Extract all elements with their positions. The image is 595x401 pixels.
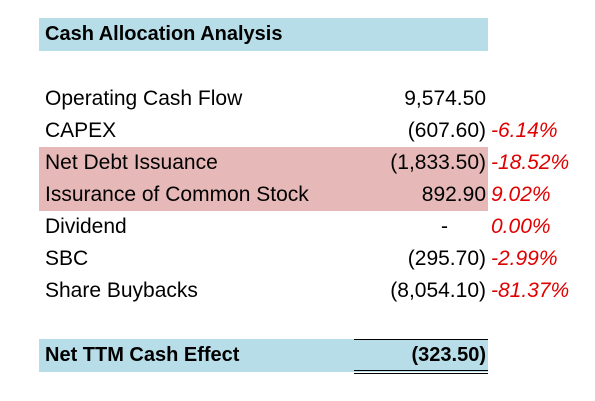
table-row-share-buybacks: Share Buybacks (8,054.10) -81.37% <box>39 275 569 307</box>
row-label: SBC <box>45 247 89 270</box>
row-value: 892.90 <box>421 183 486 206</box>
row-percent: -81.37% <box>491 279 570 302</box>
table-title: Cash Allocation Analysis <box>45 23 283 45</box>
table-row-net-debt-issuance: Net Debt Issuance (1,833.50) -18.52% <box>39 147 569 179</box>
row-label: Net Debt Issuance <box>45 151 218 174</box>
row-value: (8,054.10) <box>390 279 486 302</box>
row-percent: -2.99% <box>491 247 558 270</box>
row-percent: -18.52% <box>491 151 570 174</box>
table-row-operating-cash-flow: Operating Cash Flow 9,574.50 <box>39 83 488 115</box>
row-label: Dividend <box>45 215 127 238</box>
table-row-sbc: SBC (295.70) -2.99% <box>39 243 558 275</box>
row-value: - <box>441 215 448 238</box>
row-label: Operating Cash Flow <box>45 87 243 110</box>
row-label: CAPEX <box>45 119 117 142</box>
total-label: Net TTM Cash Effect <box>45 344 240 366</box>
table-row-dividend: Dividend - 0.00% <box>39 211 551 243</box>
row-value: (1,833.50) <box>390 151 486 174</box>
row-label: Share Buybacks <box>45 279 198 302</box>
total-double-underline <box>354 370 488 374</box>
row-value: (295.70) <box>407 247 486 270</box>
total-row: Net TTM Cash Effect (323.50) <box>39 339 488 372</box>
row-percent: 0.00% <box>491 215 551 238</box>
table-row-issuance-common-stock: Issurance of Common Stock 892.90 9.02% <box>39 179 551 211</box>
total-value: (323.50) <box>411 344 487 366</box>
row-value: (607.60) <box>407 119 486 142</box>
table-row-capex: CAPEX (607.60) -6.14% <box>39 115 558 147</box>
row-label: Issurance of Common Stock <box>45 183 309 206</box>
title-bar: Cash Allocation Analysis <box>39 18 488 51</box>
row-percent: 9.02% <box>491 183 551 206</box>
row-value: 9,574.50 <box>404 87 486 110</box>
total-top-border <box>354 339 488 340</box>
row-percent: -6.14% <box>491 119 558 142</box>
